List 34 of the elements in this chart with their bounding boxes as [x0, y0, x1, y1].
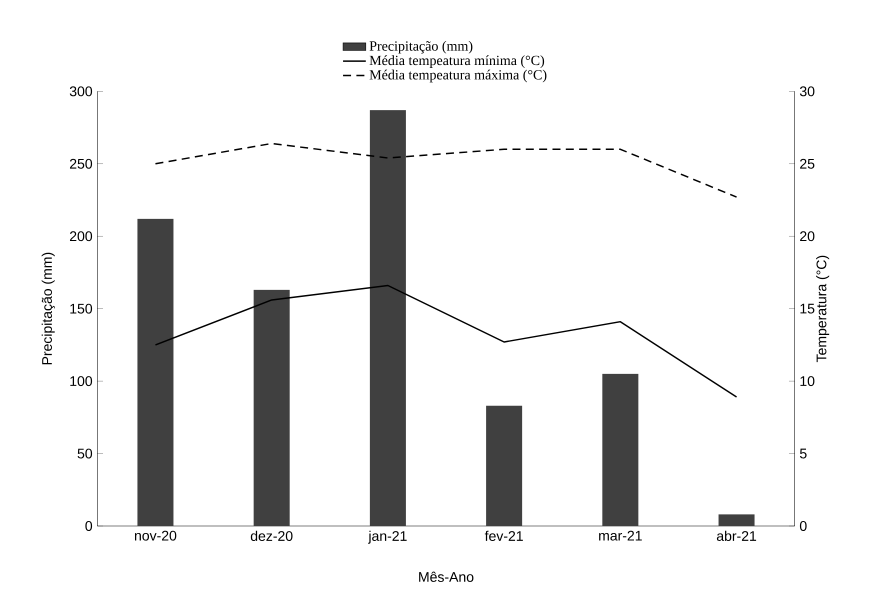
- legend-label: Precipitação (mm): [370, 40, 472, 54]
- y-tick-label: 200: [70, 231, 92, 242]
- bar: [137, 218, 174, 526]
- y-tick-label: 50: [78, 448, 92, 459]
- x-tick-label: mar-21: [599, 530, 642, 541]
- y-tick-label: 300: [70, 86, 92, 96]
- x-axis-title: Mês-Ano: [419, 572, 474, 582]
- bar: [602, 374, 638, 526]
- legend-label: Média tempeatura mínima (°C): [370, 55, 544, 68]
- y2-axis-title: Temperatura (°C): [816, 256, 830, 362]
- y-tick-label: 250: [70, 158, 92, 169]
- y2-tick-label: 20: [800, 231, 814, 242]
- y2-tick-label: 15: [800, 304, 814, 314]
- x-tick-label: dez-20: [250, 530, 293, 541]
- bar: [254, 290, 290, 526]
- bar: [370, 110, 406, 526]
- y-tick-label: 0: [85, 521, 92, 531]
- line-series: [154, 284, 738, 398]
- y2-tick-label: 5: [800, 448, 807, 458]
- bar: [718, 514, 755, 526]
- y-tick-label: 150: [70, 304, 92, 314]
- bar: [486, 406, 522, 526]
- x-tick-label: abr-21: [716, 530, 756, 541]
- y2-tick-label: 30: [800, 86, 814, 96]
- legend-label: Média tempeatura máxima (°C): [370, 70, 546, 82]
- x-tick-label: fev-21: [484, 530, 523, 541]
- y-axis-title: Precipitação (mm): [42, 252, 55, 364]
- y2-tick-label: 25: [800, 158, 814, 169]
- y2-tick-label: 0: [800, 521, 807, 531]
- x-tick-label: jan-21: [368, 530, 407, 544]
- y2-tick-label: 10: [800, 376, 814, 386]
- line-series: [154, 142, 738, 198]
- x-tick-label: nov-20: [134, 530, 176, 541]
- y-tick-label: 100: [70, 376, 92, 386]
